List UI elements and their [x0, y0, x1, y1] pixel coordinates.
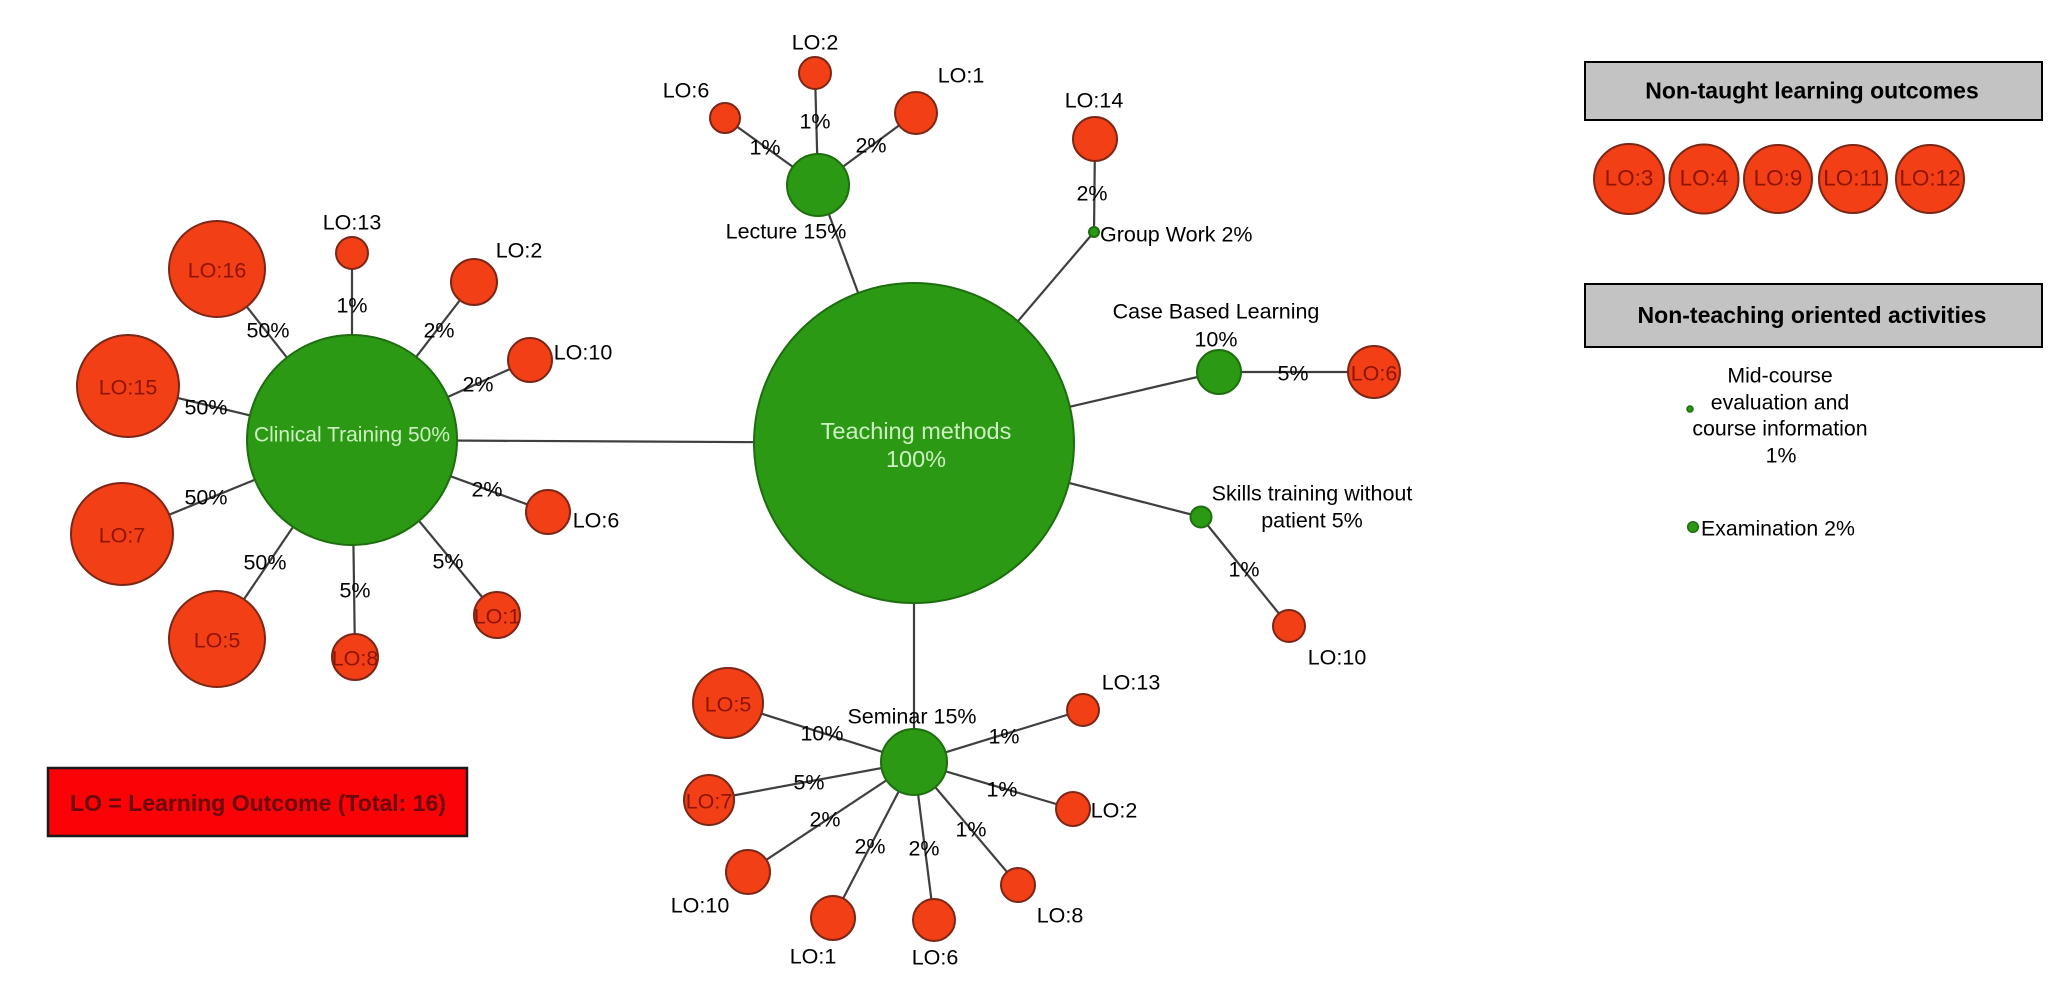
svg-text:LO:16: LO:16: [188, 259, 247, 283]
svg-text:2%: 2%: [908, 837, 939, 861]
svg-text:LO:5: LO:5: [194, 629, 241, 653]
svg-text:LO:13: LO:13: [1102, 671, 1161, 695]
svg-text:Skills training without: Skills training without: [1212, 482, 1413, 506]
svg-text:LO:13: LO:13: [323, 211, 382, 235]
svg-text:LO:15: LO:15: [99, 376, 158, 400]
svg-text:Teaching methods: Teaching methods: [821, 418, 1012, 444]
svg-text:5%: 5%: [1277, 362, 1308, 386]
svg-text:Examination 2%: Examination 2%: [1701, 516, 1855, 540]
svg-text:LO:6: LO:6: [573, 509, 620, 533]
svg-text:LO:10: LO:10: [1308, 646, 1367, 670]
svg-text:LO:10: LO:10: [554, 341, 613, 365]
svg-text:2%: 2%: [809, 808, 840, 832]
svg-text:evaluation and: evaluation and: [1711, 390, 1850, 414]
svg-text:5%: 5%: [793, 771, 824, 795]
svg-text:Clinical Training 50%: Clinical Training 50%: [254, 423, 450, 446]
svg-text:1%: 1%: [1766, 443, 1797, 467]
svg-text:LO:1: LO:1: [790, 945, 837, 969]
svg-text:LO:6: LO:6: [663, 79, 710, 103]
svg-text:LO:6: LO:6: [1351, 362, 1398, 386]
svg-text:LO:2: LO:2: [1091, 799, 1138, 823]
svg-text:1%: 1%: [988, 725, 1019, 749]
svg-text:LO:8: LO:8: [332, 647, 379, 671]
svg-text:50%: 50%: [246, 319, 289, 343]
svg-text:Non-teaching oriented activiti: Non-teaching oriented activities: [1638, 302, 1987, 328]
svg-text:1%: 1%: [955, 818, 986, 842]
svg-text:LO = Learning Outcome (Total:: LO = Learning Outcome (Total: 16): [70, 790, 446, 816]
svg-text:1%: 1%: [986, 778, 1017, 802]
svg-text:LO:2: LO:2: [496, 239, 543, 263]
svg-text:LO:3: LO:3: [1605, 165, 1654, 190]
svg-text:LO:6: LO:6: [912, 946, 959, 970]
svg-text:LO:1: LO:1: [474, 605, 521, 629]
svg-text:LO:7: LO:7: [99, 524, 146, 548]
svg-text:Seminar 15%: Seminar 15%: [847, 705, 976, 729]
svg-text:Non-taught learning outcomes: Non-taught learning outcomes: [1645, 78, 1979, 104]
svg-text:10%: 10%: [1194, 328, 1237, 352]
svg-text:LO:2: LO:2: [792, 31, 839, 55]
svg-text:LO:11: LO:11: [1823, 165, 1883, 190]
svg-text:Mid-course: Mid-course: [1727, 363, 1832, 387]
svg-text:2%: 2%: [1076, 182, 1107, 206]
svg-text:LO:10: LO:10: [671, 894, 730, 918]
svg-text:100%: 100%: [886, 446, 946, 472]
svg-text:2%: 2%: [854, 835, 885, 859]
svg-text:2%: 2%: [462, 373, 493, 397]
svg-text:Case Based Learning: Case Based Learning: [1113, 300, 1320, 324]
svg-text:50%: 50%: [184, 396, 227, 420]
svg-text:LO:9: LO:9: [1754, 165, 1803, 190]
svg-text:2%: 2%: [855, 134, 886, 158]
svg-text:2%: 2%: [423, 319, 454, 343]
svg-text:LO:7: LO:7: [686, 790, 733, 814]
svg-text:patient 5%: patient 5%: [1261, 509, 1363, 533]
svg-text:10%: 10%: [800, 722, 843, 746]
svg-text:LO:8: LO:8: [1037, 904, 1084, 928]
svg-text:LO:5: LO:5: [705, 693, 752, 717]
svg-text:50%: 50%: [184, 486, 227, 510]
svg-text:Group Work 2%: Group Work 2%: [1100, 223, 1253, 247]
svg-text:5%: 5%: [432, 550, 463, 574]
svg-text:LO:4: LO:4: [1680, 165, 1729, 190]
svg-text:2%: 2%: [471, 478, 502, 502]
svg-text:50%: 50%: [243, 551, 286, 575]
svg-text:LO:14: LO:14: [1065, 89, 1124, 113]
svg-text:1%: 1%: [799, 110, 830, 134]
svg-text:LO:1: LO:1: [938, 64, 985, 88]
svg-text:5%: 5%: [339, 579, 370, 603]
svg-text:Lecture 15%: Lecture 15%: [726, 220, 847, 244]
svg-text:1%: 1%: [749, 136, 780, 160]
svg-text:1%: 1%: [336, 294, 367, 318]
svg-text:1%: 1%: [1228, 558, 1259, 582]
svg-text:LO:12: LO:12: [1899, 165, 1960, 190]
svg-text:course information: course information: [1692, 416, 1867, 440]
